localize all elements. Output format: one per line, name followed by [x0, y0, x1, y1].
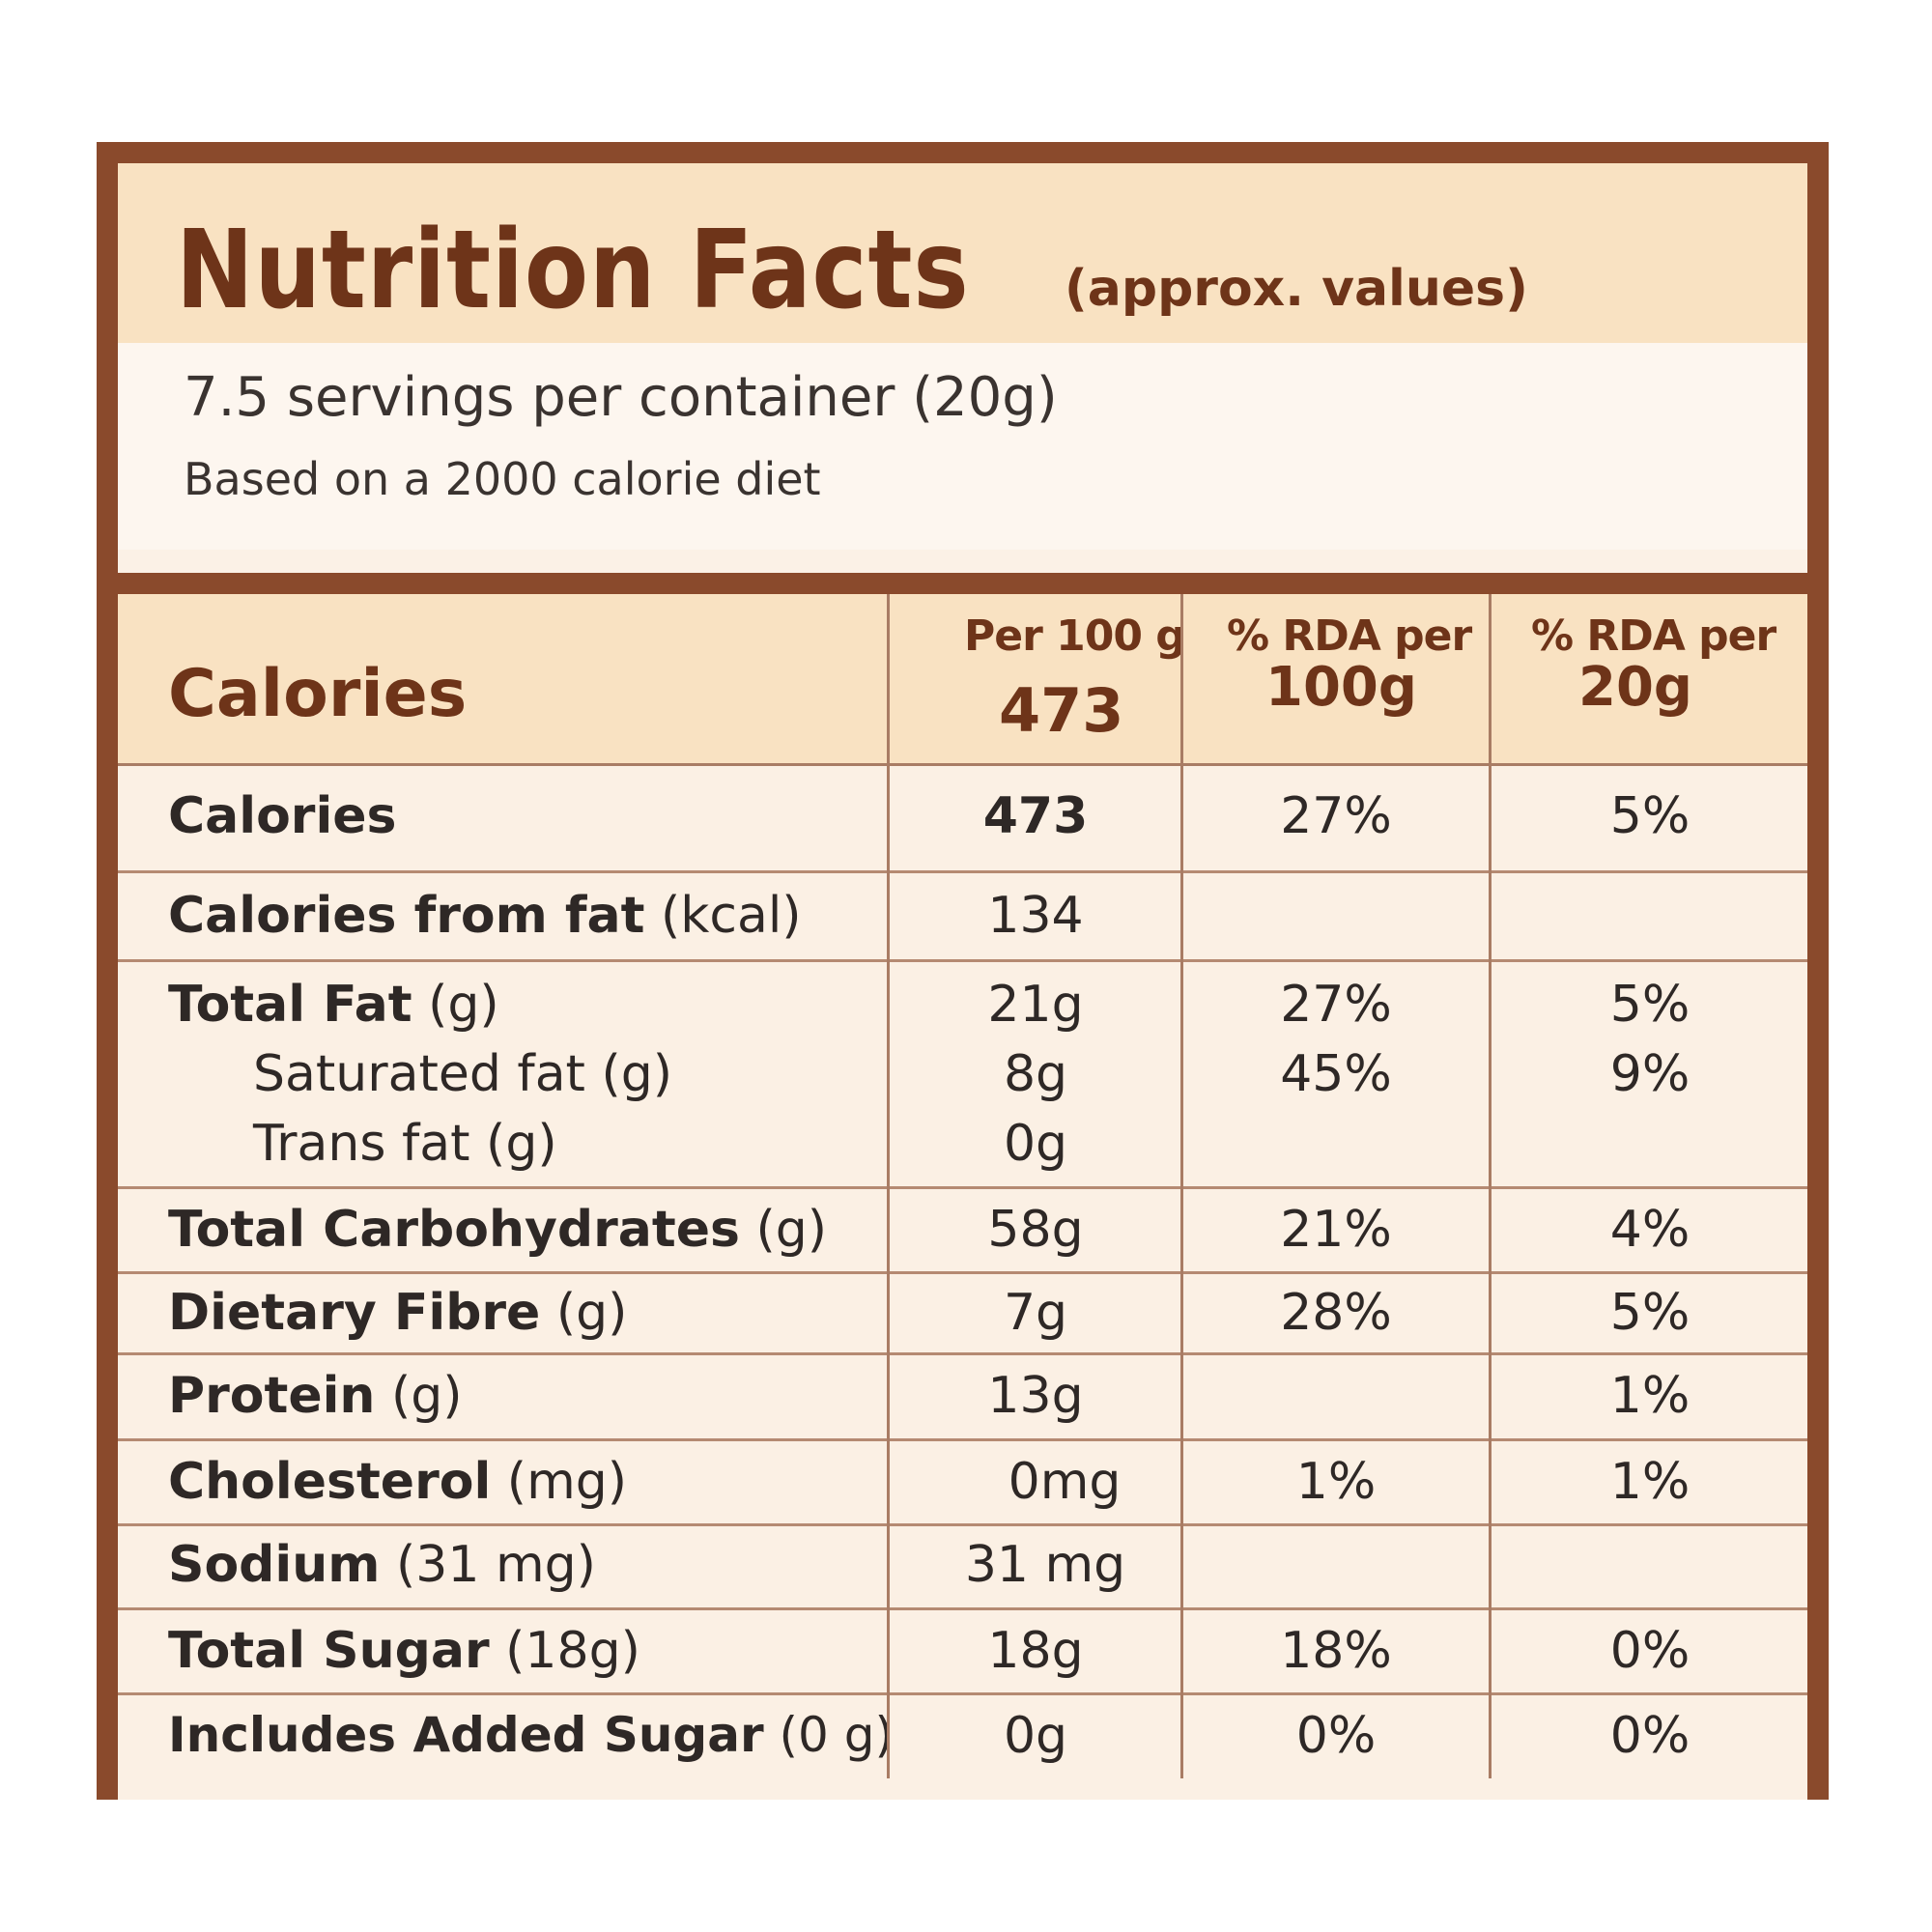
serving-band: [118, 343, 1807, 550]
rda100-value: 27%: [1280, 976, 1392, 1034]
per100-value: 18g: [987, 1622, 1084, 1680]
nutrient-name: Calories: [168, 787, 397, 845]
table-row: Total Carbohydrates (g) 58g 21% 4%: [118, 1189, 1807, 1274]
per100-value: 13g: [987, 1367, 1084, 1425]
table-row: Protein (g) 13g 1%: [118, 1355, 1807, 1441]
table-row: Sodium (31 mg) 31 mg: [118, 1526, 1807, 1610]
per100-value: 473: [982, 787, 1089, 845]
rda20-value: 9%: [1609, 1045, 1690, 1103]
header-calories-value: 473: [999, 675, 1124, 746]
rda100-value: 0%: [1295, 1707, 1377, 1765]
table-row: Calories 473 27% 5%: [118, 766, 1807, 873]
column-divider: [887, 594, 890, 1778]
label-title: Nutrition Facts: [176, 208, 970, 333]
per100-value: 58g: [987, 1201, 1084, 1259]
rda20-value: 0%: [1609, 1707, 1690, 1765]
title-band: Nutrition Facts (approx. values): [118, 163, 1807, 343]
per100-value: 0mg: [1008, 1453, 1122, 1511]
nutrient-name: Dietary Fibre (g): [168, 1284, 628, 1342]
table-row: Dietary Fibre (g) 7g 28% 5%: [118, 1274, 1807, 1355]
rda20-value: 5%: [1609, 787, 1690, 845]
header-per100-label: Per 100 g: [964, 611, 1186, 661]
table-header-row: Calories Per 100 g 473 % RDA per 100g % …: [118, 594, 1807, 766]
header-calories-label: Calories: [168, 656, 468, 732]
per100-value: 31 mg: [964, 1536, 1126, 1594]
rda20-value: 0%: [1609, 1622, 1690, 1680]
per100-value: 21g: [987, 976, 1084, 1034]
servings-per-container: 7.5 servings per container (20g): [184, 366, 1058, 429]
rda100-value: 21%: [1280, 1201, 1392, 1259]
diet-note: Based on a 2000 calorie diet: [184, 453, 821, 505]
header-rda100-sub: 100g: [1265, 656, 1417, 719]
rda100-value: 1%: [1295, 1453, 1377, 1511]
per100-value: 134: [987, 887, 1084, 945]
table-row: Includes Added Sugar (0 g) 0g 0% 0%: [118, 1695, 1807, 1800]
nutrient-name: Sodium (31 mg): [168, 1536, 596, 1594]
nutrition-table: Calories Per 100 g 473 % RDA per 100g % …: [118, 594, 1807, 1800]
nutrient-name: Total Fat (g): [168, 976, 499, 1034]
rda20-value: 4%: [1609, 1201, 1690, 1259]
header-rda20-sub: 20g: [1578, 656, 1693, 719]
column-divider: [1180, 594, 1183, 1778]
header-rda20-label: % RDA per: [1531, 611, 1776, 661]
nutrient-name: Protein (g): [168, 1367, 463, 1425]
per100-value: 0g: [1003, 1115, 1068, 1173]
rda100-value: 18%: [1280, 1622, 1392, 1680]
nutrient-name: Cholesterol (mg): [168, 1453, 628, 1511]
nutrient-name-saturated: Saturated fat (g): [253, 1045, 673, 1103]
per100-value: 8g: [1003, 1045, 1068, 1103]
header-rda100-label: % RDA per: [1227, 611, 1472, 661]
nutrient-name-trans: Trans fat (g): [253, 1115, 557, 1173]
per100-value: 7g: [1003, 1284, 1068, 1342]
nutrient-name: Calories from fat (kcal): [168, 887, 802, 945]
rda100-value: 45%: [1280, 1045, 1392, 1103]
header-divider: [118, 573, 1807, 594]
nutrient-name: Total Carbohydrates (g): [168, 1201, 828, 1259]
rda20-value: 1%: [1609, 1453, 1690, 1511]
rda20-value: 1%: [1609, 1367, 1690, 1425]
table-row: Calories from fat (kcal) 134: [118, 873, 1807, 962]
rda20-value: 5%: [1609, 976, 1690, 1034]
table-row: Cholesterol (mg) 0mg 1% 1%: [118, 1441, 1807, 1526]
label-subtitle: (approx. values): [1065, 260, 1528, 318]
column-divider: [1489, 594, 1492, 1778]
nutrient-name: Total Sugar (18g): [168, 1622, 640, 1680]
rda20-value: 5%: [1609, 1284, 1690, 1342]
table-row: Total Sugar (18g) 18g 18% 0%: [118, 1610, 1807, 1695]
rda100-value: 27%: [1280, 787, 1392, 845]
rda100-value: 28%: [1280, 1284, 1392, 1342]
per100-value: 0g: [1003, 1707, 1068, 1765]
table-row-fat-group: Total Fat (g) 21g 27% 5% Saturated fat (…: [118, 962, 1807, 1189]
nutrition-label: Nutrition Facts (approx. values) 7.5 ser…: [97, 142, 1829, 1800]
nutrient-name: Includes Added Sugar (0 g): [168, 1707, 894, 1763]
